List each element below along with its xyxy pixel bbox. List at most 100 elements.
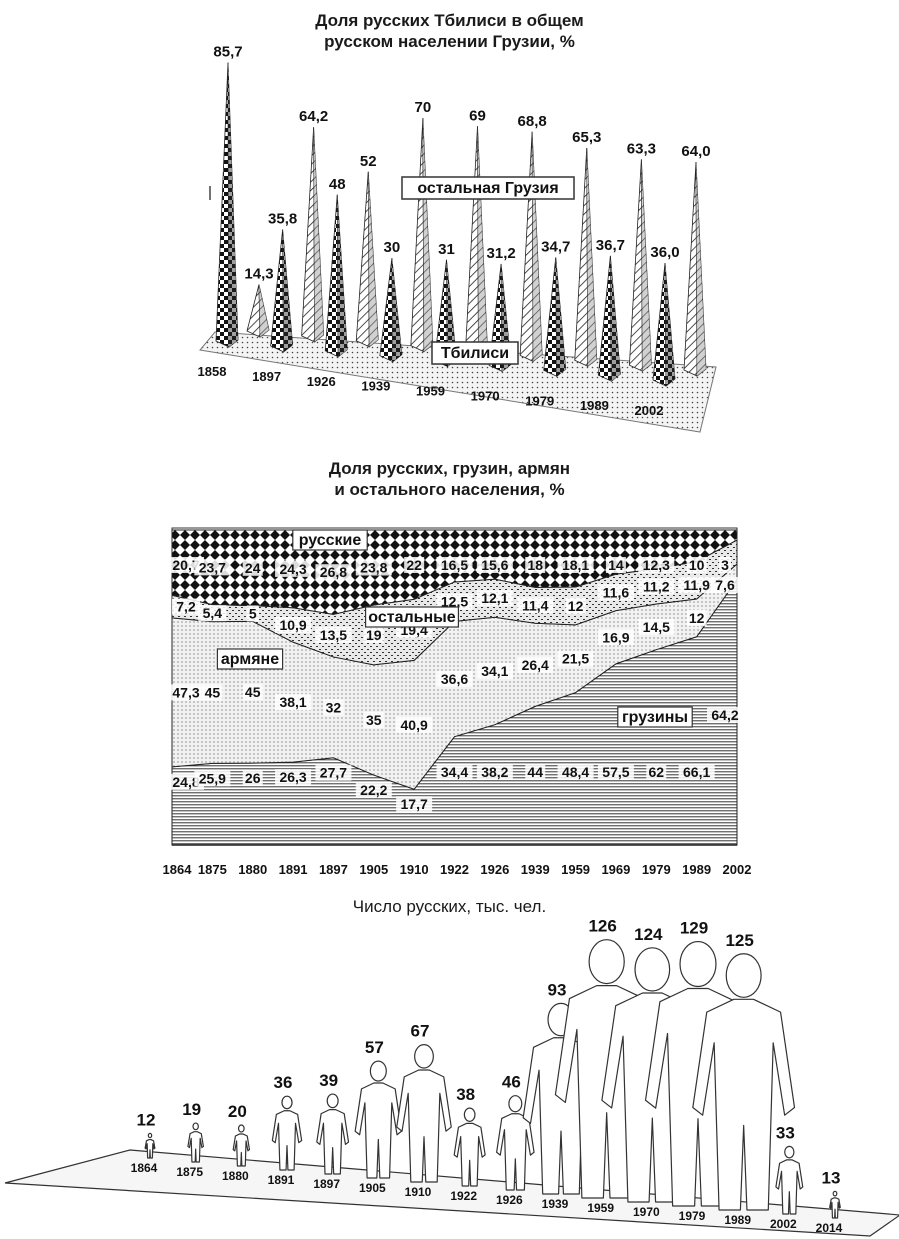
figure-1897 (316, 1093, 350, 1175)
label-armenians-1875: 45 (205, 685, 221, 701)
value-1959: 126 (588, 917, 616, 936)
label-russians-1864: 20,7 (172, 557, 199, 573)
tick-1922: 1922 (450, 1189, 477, 1203)
value-2014: 13 (822, 1168, 841, 1187)
label-others-1989: 11,9 (683, 577, 710, 593)
tick-1970: 1970 (471, 388, 500, 403)
value-1880: 20 (228, 1102, 247, 1121)
label-others-1979: 11,2 (643, 578, 670, 594)
label-georgians-1926: 38,2 (481, 764, 508, 780)
tick-1910: 1910 (400, 862, 429, 877)
tick-2002: 2002 (635, 403, 664, 418)
figure-1880 (232, 1124, 251, 1167)
value-1897: 39 (319, 1071, 338, 1090)
legend-tbilisi: Тбилиси (431, 341, 519, 365)
label-georgians-1880: 26 (245, 770, 261, 786)
label-russians-1891: 24,3 (279, 561, 306, 577)
legend-georgians: грузины (622, 709, 688, 726)
label-others-1969: 11,6 (603, 584, 630, 600)
tick-1864: 1864 (163, 862, 193, 877)
label-rest-1858: 14,3 (244, 266, 273, 283)
tick-1970: 1970 (633, 1205, 660, 1219)
tick-1939: 1939 (542, 1197, 569, 1211)
legend-russians: русские (299, 532, 362, 549)
label-russians-1989: 10 (689, 557, 705, 573)
label-russians-1939: 18 (527, 557, 543, 573)
label-rest-1897: 64,2 (299, 108, 328, 125)
label-georgians-1891: 26,3 (279, 769, 306, 785)
label-georgians-1969: 57,5 (602, 764, 629, 780)
label-others-1926: 12,1 (481, 590, 508, 606)
value-1905: 57 (365, 1038, 384, 1057)
chart1-title: Доля русских Тбилиси в общем русском нас… (0, 10, 899, 52)
label-rest-1970: 68,8 (518, 113, 547, 130)
label-tbilisi-1989: 36,7 (596, 237, 625, 254)
figure-2002 (775, 1145, 804, 1215)
label-russians-1922: 16,5 (441, 557, 468, 573)
value-1939: 93 (548, 980, 567, 999)
label-georgians-1875: 25,9 (199, 770, 226, 786)
label-others-1891: 10,9 (279, 617, 306, 633)
label-others-1897: 13,5 (320, 627, 347, 643)
tick-1959: 1959 (416, 384, 445, 399)
label-russians-1926: 15,6 (481, 557, 508, 573)
label-others-1922: 12,5 (441, 594, 468, 610)
label-others-1905: 19 (366, 627, 382, 643)
label-armenians-1979: 14,5 (643, 619, 670, 635)
value-1989: 125 (725, 931, 753, 950)
chart2-title-line1: Доля русских, грузин, армян (328, 459, 571, 478)
label-russians-1897: 26,8 (320, 564, 347, 580)
label-armenians-1959: 21,5 (562, 651, 589, 667)
label-others-1939: 11,4 (522, 597, 549, 613)
label-armenians-1989: 12 (689, 610, 705, 626)
label-tbilisi-1970: 31,2 (487, 245, 516, 262)
figure-1910 (396, 1044, 452, 1183)
tick-1891: 1891 (279, 862, 308, 877)
figure-1891 (271, 1095, 303, 1171)
tick-1969: 1969 (601, 862, 630, 877)
label-armenians-1926: 34,1 (481, 663, 508, 679)
label-georgians-2002: 64,2 (711, 707, 738, 723)
label-georgians-1989: 66,1 (683, 764, 710, 780)
tick-1897: 1897 (313, 1177, 340, 1191)
label-others-1864: 7,2 (176, 599, 196, 615)
tick-1939: 1939 (361, 379, 390, 394)
chart3-title: Число русских, тыс. чел. (352, 897, 547, 916)
label-armenians-1939: 26,4 (522, 657, 549, 673)
figure-1926 (496, 1095, 535, 1191)
tick-1939: 1939 (521, 862, 550, 877)
tick-1989: 1989 (682, 862, 711, 877)
label-rest-1926: 52 (360, 153, 377, 170)
label-tbilisi-1979: 34,7 (541, 238, 570, 255)
value-2002: 33 (776, 1123, 795, 1142)
label-tbilisi-2002: 36,0 (650, 244, 679, 261)
chart2-title: Доля русских, грузин, армян и остального… (0, 458, 899, 500)
label-rest-1939: 70 (415, 99, 432, 116)
figure-1905 (354, 1060, 403, 1179)
label-georgians-1905: 22,2 (360, 782, 387, 798)
label-rest-1979: 65,3 (572, 129, 601, 146)
label-armenians-1969: 16,9 (602, 629, 629, 645)
tick-1897: 1897 (252, 369, 281, 384)
label-tbilisi-1959: 31 (438, 241, 455, 258)
tick-1875: 1875 (176, 1165, 203, 1179)
label-tbilisi-1939: 30 (384, 239, 401, 256)
tick-1864: 1864 (131, 1161, 158, 1175)
legend-tbilisi-label: Тбилиси (441, 345, 509, 362)
label-tbilisi-1858: 85,7 (213, 43, 242, 60)
figure-1989 (692, 953, 796, 1211)
label-rest-1959: 69 (469, 107, 486, 124)
tick-1959: 1959 (587, 1201, 614, 1215)
tick-1959: 1959 (561, 862, 590, 877)
tick-2002: 2002 (770, 1217, 797, 1231)
label-armenians-1897: 32 (326, 699, 342, 715)
tick-1989: 1989 (580, 398, 609, 413)
figure-1922 (453, 1107, 486, 1187)
label-armenians-1922: 36,6 (441, 671, 468, 687)
legend-armenians: армяне (221, 651, 279, 668)
label-others-1875: 5,4 (203, 605, 223, 621)
label-georgians-1922: 34,4 (441, 764, 468, 780)
legend-rest-georgia-label: остальная Грузия (417, 180, 558, 197)
tick-1910: 1910 (405, 1185, 432, 1199)
figure-1864 (144, 1132, 156, 1159)
